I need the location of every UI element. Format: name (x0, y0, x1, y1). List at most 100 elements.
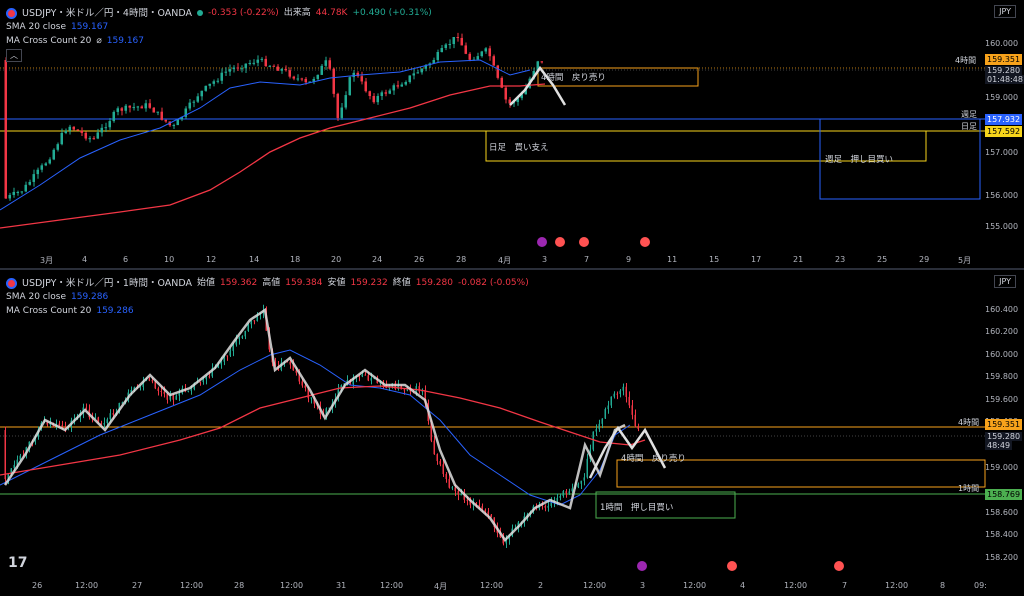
candle-body (223, 355, 225, 362)
candle-body (276, 66, 279, 71)
symbol-title[interactable]: USDJPY・米ドル／円・4時間・OANDA (22, 7, 193, 19)
candle-body (256, 59, 259, 63)
candle-body (132, 107, 135, 109)
time-tick: 26 (32, 581, 43, 590)
candle-body (328, 407, 330, 409)
event-us-flag-icon[interactable] (555, 237, 565, 247)
candle-body (424, 65, 427, 69)
event-flash-icon[interactable] (537, 237, 547, 247)
tradingview-logo[interactable]: 17 (8, 555, 28, 571)
candle-body (316, 74, 319, 79)
chart-canvas-4h[interactable] (0, 0, 1024, 268)
candle-body (64, 130, 67, 133)
candle-body (577, 483, 579, 488)
currency-selector[interactable]: JPY (994, 275, 1016, 288)
price-tag-1h-level: 158.769 (985, 489, 1023, 500)
time-tick: 3 (542, 255, 548, 264)
symbol-title[interactable]: USDJPY・米ドル／円・1時間・OANDA (22, 277, 193, 289)
candle-body (112, 111, 115, 122)
line-label-1h: 1時間 (958, 484, 980, 493)
candle-body (253, 320, 255, 322)
candle-body (478, 504, 480, 507)
candle-body (396, 85, 399, 87)
candle-body (358, 376, 360, 378)
price-tick: 156.000 (985, 191, 1019, 200)
candle-body (364, 374, 366, 376)
candle-body (7, 473, 9, 480)
time-tick: 21 (793, 255, 804, 264)
note-4h-sell[interactable]: 4時間 戻り売り (541, 73, 606, 83)
time-tick: 26 (414, 255, 425, 264)
currency-selector[interactable]: JPY (994, 5, 1016, 18)
legend-4h: USDJPY・米ドル／円・4時間・OANDA -0.353 (-0.22%) 出… (6, 6, 432, 62)
candle-body (586, 458, 588, 478)
time-tick: 4月 (434, 582, 448, 591)
candle-body (68, 126, 71, 131)
event-us-flag-icon[interactable] (579, 237, 589, 247)
time-tick: 9 (626, 255, 632, 264)
candle-body (241, 336, 243, 338)
collapse-legend-icon[interactable]: ︿ (6, 48, 22, 62)
event-us-flag-icon[interactable] (640, 237, 650, 247)
candle-body (160, 111, 163, 120)
candle-body (178, 393, 180, 396)
ma-cross-label[interactable]: MA Cross Count 20 (6, 35, 92, 46)
candle-body (164, 119, 167, 122)
zone-4h-sell (616, 459, 986, 488)
event-flash-icon[interactable] (637, 561, 647, 571)
candle-body (292, 76, 295, 79)
ma-cross-label[interactable]: MA Cross Count 20 (6, 305, 92, 316)
price-tick: 160.000 (985, 39, 1019, 48)
candle-body (356, 72, 359, 77)
candle-body (288, 70, 291, 77)
chart-pane-4h[interactable]: USDJPY・米ドル／円・4時間・OANDA -0.353 (-0.22%) 出… (0, 0, 1024, 270)
candle-body (468, 53, 471, 60)
candle-body (448, 479, 450, 488)
candle-body (440, 48, 443, 53)
candle-body (224, 71, 227, 73)
chart-canvas-1h[interactable] (0, 270, 1024, 596)
price-tick: 158.600 (985, 508, 1019, 517)
candle-body (460, 494, 462, 496)
price-tick: 159.000 (985, 93, 1019, 102)
note-daily-support[interactable]: 日足 買い支え (489, 143, 549, 153)
candle-body (466, 499, 468, 501)
candle-body (457, 491, 459, 495)
sma-indicator-label[interactable]: SMA 20 close (6, 21, 66, 32)
ma-cross-value: 159.167 (106, 35, 144, 46)
candle-body (4, 430, 6, 480)
candle-body (364, 81, 367, 92)
candle-body (121, 402, 123, 404)
candle-body (208, 376, 210, 378)
candle-body (454, 487, 456, 492)
note-4h-sell[interactable]: 4時間 戻り売り (621, 454, 686, 464)
note-weekly-buy[interactable]: 週足 押し目買い (825, 155, 894, 165)
hidden-eye-icon[interactable]: ⌀ (96, 35, 102, 46)
candle-body (631, 405, 633, 415)
candle-body (88, 138, 91, 140)
time-tick: 12:00 (75, 581, 99, 590)
time-tick: 12:00 (180, 581, 204, 590)
ma-cross-value: 159.286 (96, 305, 134, 316)
candle-body (595, 429, 597, 432)
candle-body (94, 417, 96, 419)
price-tag-weekly: 157.932 (985, 114, 1023, 125)
candle-body (304, 385, 306, 388)
candle-body (505, 539, 507, 544)
sma-indicator-label[interactable]: SMA 20 close (6, 291, 66, 302)
candle-body (187, 390, 189, 392)
candle-body (607, 405, 609, 410)
candle-body (610, 396, 612, 406)
candle-body (144, 103, 147, 109)
chart-pane-1h[interactable]: USDJPY・米ドル／円・1時間・OANDA 始値 159.362 高値 159… (0, 270, 1024, 596)
event-us-flag-icon[interactable] (834, 561, 844, 571)
candle-body (320, 65, 323, 75)
candle-body (220, 72, 223, 81)
candle-body (163, 391, 165, 394)
candle-body (436, 52, 439, 60)
event-us-flag-icon[interactable] (727, 561, 737, 571)
note-1h-buy[interactable]: 1時間 押し目買い (600, 503, 674, 513)
candle-body (487, 511, 489, 515)
candle-body (4, 60, 7, 199)
candle-body (85, 407, 87, 410)
